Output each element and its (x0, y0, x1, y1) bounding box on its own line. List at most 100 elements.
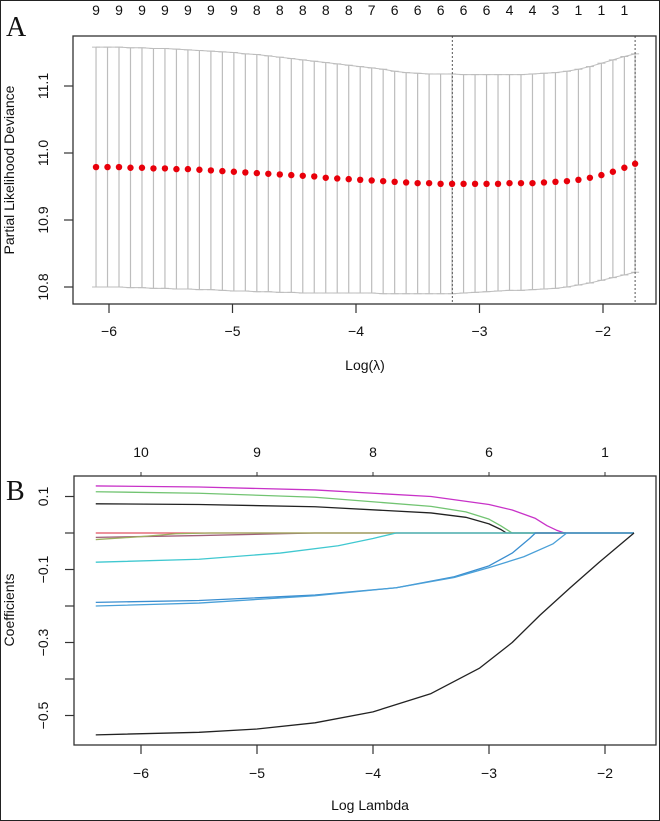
top-count-label: 6 (483, 2, 491, 18)
top-count-label: 4 (529, 2, 537, 18)
path-coef-6 (95, 532, 634, 541)
mean-point (586, 174, 594, 181)
path-coef-9 (95, 532, 634, 607)
y-tick-label: 10.8 (35, 273, 51, 300)
x-tick-label: −2 (595, 323, 611, 339)
mean-point (345, 175, 352, 183)
mean-point (517, 179, 525, 187)
path-coef-8 (95, 532, 634, 603)
mean-point (265, 170, 272, 177)
mean-point (609, 168, 617, 175)
top-count-label: 9 (184, 2, 192, 18)
top-count-label: 9 (138, 2, 146, 18)
plot-box (73, 475, 657, 746)
x-tick-label: −5 (249, 765, 265, 781)
mean-point (540, 179, 548, 186)
mean-point (276, 171, 284, 178)
top-count-label: 9 (230, 2, 238, 18)
x-tick-label: −4 (348, 323, 364, 339)
path-coef-1 (95, 485, 634, 534)
top-count-label: 8 (299, 2, 307, 18)
mean-point (402, 179, 410, 186)
mean-point (322, 174, 329, 181)
top-count-label: 6 (391, 2, 399, 18)
mean-point (552, 178, 559, 186)
top-count-label: 9 (115, 2, 123, 18)
mean-point (242, 169, 249, 176)
mean-point (253, 169, 261, 177)
mean-points (92, 160, 639, 188)
mean-point (150, 165, 157, 172)
top-count-label: 1 (597, 2, 605, 18)
top-count-label: 9 (253, 444, 261, 460)
top-count-label: 9 (207, 2, 215, 18)
mean-point (506, 179, 513, 187)
selection-lines (451, 36, 636, 304)
y-tick-label: 0.1 (35, 487, 51, 507)
x-tick-label: −6 (133, 765, 149, 781)
mean-point (173, 165, 180, 173)
x-tick-label: −3 (481, 765, 497, 781)
mean-point (448, 180, 456, 188)
top-count-label: 6 (414, 2, 422, 18)
y-tick-label: 11.0 (35, 140, 51, 166)
top-count-label: 8 (276, 2, 284, 18)
mean-point (127, 164, 134, 171)
x-tick-label: −2 (597, 765, 613, 781)
mean-point (529, 179, 536, 187)
mean-point (219, 167, 226, 175)
top-count-label: 6 (437, 2, 445, 18)
y-tick-label: −0.5 (35, 701, 51, 729)
x-axis: −6 −5 −4 −3 −2 (101, 304, 611, 339)
mean-point (196, 166, 203, 173)
panel-a-label: A (6, 12, 27, 43)
top-count-label: 4 (506, 2, 514, 18)
mean-point (494, 180, 502, 188)
path-coef-10 (95, 532, 635, 736)
top-axis-counts: 10 9 8 6 1 (133, 444, 609, 476)
top-count-label: 8 (369, 444, 377, 460)
top-count-label: 8 (345, 2, 353, 18)
top-count-label: 6 (485, 444, 493, 460)
y-tick-label: −0.1 (35, 555, 51, 583)
y-axis-title: Coefficients (1, 574, 17, 647)
path-coef-3 (95, 503, 634, 534)
mean-point (311, 173, 318, 180)
y-tick-label: 10.9 (35, 206, 51, 233)
top-count-label: 1 (620, 2, 628, 18)
x-axis: −6 −5 −4 −3 −2 (133, 745, 613, 781)
y-axis-title: Partial Likelihood Deviance (1, 85, 17, 254)
mean-point (334, 175, 341, 182)
mean-point (621, 164, 628, 171)
mean-point (563, 177, 571, 185)
mean-point (460, 180, 467, 188)
mean-point (161, 165, 169, 172)
y-axis: 0.1 −0.1 −0.3 −0.5 (35, 487, 74, 729)
x-tick-label: −5 (225, 323, 241, 339)
y-tick-label: 11.1 (35, 73, 51, 99)
upper-bound-line (96, 46, 636, 76)
mean-point (471, 180, 479, 188)
x-tick-label: −3 (472, 323, 488, 339)
top-count-label: 9 (92, 2, 100, 18)
top-count-label: 9 (161, 2, 169, 18)
mean-point (414, 179, 421, 187)
top-count-label: 6 (460, 2, 468, 18)
mean-point (575, 176, 582, 183)
plot-box (72, 35, 657, 305)
path-coef-2 (95, 491, 634, 534)
path-coef-7 (95, 532, 634, 563)
x-tick-label: −4 (365, 765, 381, 781)
x-axis-title: Log(λ) (345, 357, 385, 373)
top-count-label: 7 (368, 2, 376, 18)
mean-point (92, 163, 100, 171)
mean-point (299, 172, 306, 179)
mean-point (356, 176, 364, 183)
x-axis-title: Log Lambda (331, 797, 409, 813)
mean-point (631, 160, 639, 167)
mean-point (437, 180, 444, 188)
panel-b-label: B (6, 476, 25, 507)
